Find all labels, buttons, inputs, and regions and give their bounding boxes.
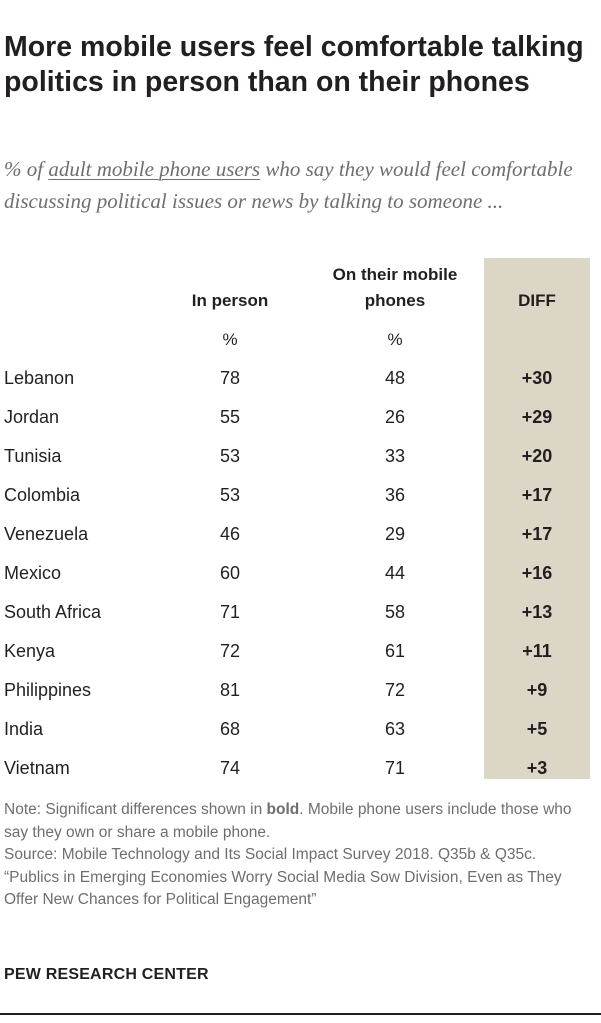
table-row: Mexico 60 44 +16	[0, 554, 601, 593]
mobile-phones-value: 29	[384, 524, 406, 544]
chart-title: More mobile users feel comfortable talki…	[4, 31, 584, 98]
diff-value: +29	[521, 407, 553, 427]
in-person-value: 55	[219, 407, 241, 427]
country-label: Venezuela	[4, 524, 89, 544]
diff-value: +11	[522, 641, 552, 661]
country-label: Mexico	[4, 563, 62, 583]
note-bold-word: bold	[266, 801, 300, 818]
chart-subtitle: % of adult mobile phone users who say th…	[4, 153, 594, 217]
in-person-value: 71	[219, 602, 241, 622]
in-person-value: 46	[219, 524, 241, 544]
in-person-value: 81	[219, 680, 241, 700]
in-person-value: 78	[219, 368, 241, 388]
table-row: Kenya 72 61 +11	[0, 632, 601, 671]
mobile-phones-value: 61	[384, 641, 406, 661]
diff-value: +3	[526, 758, 548, 778]
country-label: India	[4, 719, 44, 739]
country-label: South Africa	[4, 602, 102, 622]
table-row: Vietnam 74 71 +3	[0, 749, 601, 788]
chart-notes: Note: Significant differences shown in b…	[4, 799, 594, 912]
table-row: South Africa 71 58 +13	[0, 593, 601, 632]
diff-value: +13	[521, 602, 553, 622]
diff-value: +17	[521, 485, 553, 505]
in-person-value: 53	[219, 485, 241, 505]
in-person-value: 72	[219, 641, 241, 661]
diff-value: +30	[521, 368, 553, 388]
country-label: Tunisia	[4, 446, 62, 466]
subtitle-suffix: who say they would feel comfortable disc…	[4, 157, 573, 213]
country-label: Vietnam	[4, 758, 70, 778]
mobile-phones-value: 58	[384, 602, 406, 622]
in-person-value: 68	[219, 719, 241, 739]
in-person-value: 74	[219, 758, 241, 778]
diff-column-background	[484, 258, 590, 779]
mobile-phones-value: 48	[384, 368, 406, 388]
column-header-diff: DIFF	[518, 291, 556, 310]
in-person-value: 60	[219, 563, 241, 583]
subtitle-underlined: adult mobile phone users	[48, 157, 261, 181]
publisher-logo: PEW RESEARCH CENTER	[4, 966, 209, 983]
diff-value: +5	[526, 719, 548, 739]
table-row: Philippines 81 72 +9	[0, 671, 601, 710]
table-row: Jordan 55 26 +29	[0, 398, 601, 437]
country-label: Kenya	[4, 641, 56, 661]
mobile-phones-value: 33	[384, 446, 406, 466]
unit-label-in-person: %	[222, 330, 238, 349]
bottom-rule	[0, 1013, 601, 1015]
country-label: Philippines	[4, 680, 92, 700]
unit-label-mobile-phones: %	[387, 330, 403, 349]
in-person-value: 53	[219, 446, 241, 466]
column-header-in-person: In person	[191, 291, 269, 310]
source-text: Source: Mobile Technology and Its Social…	[4, 846, 537, 863]
mobile-phones-value: 36	[384, 485, 406, 505]
table-row: Venezuela 46 29 +17	[0, 515, 601, 554]
report-title: “Publics in Emerging Economies Worry Soc…	[4, 868, 562, 909]
country-label: Colombia	[4, 485, 81, 505]
mobile-phones-value: 63	[384, 719, 406, 739]
country-label: Lebanon	[4, 368, 75, 388]
table-row: India 68 63 +5	[0, 710, 601, 749]
note-text-prefix: Note: Significant differences shown in	[4, 801, 267, 818]
diff-value: +17	[521, 524, 553, 544]
mobile-phones-value: 26	[384, 407, 406, 427]
subtitle-prefix: % of	[4, 157, 49, 181]
table-row: Colombia 53 36 +17	[0, 476, 601, 515]
table-row: Tunisia 53 33 +20	[0, 437, 601, 476]
diff-value: +16	[521, 563, 553, 583]
country-label: Jordan	[4, 407, 60, 427]
table-row: Lebanon 78 48 +30	[0, 359, 601, 398]
mobile-phones-value: 71	[384, 758, 406, 778]
diff-value: +20	[521, 446, 553, 466]
mobile-phones-value: 72	[384, 680, 406, 700]
diff-value: +9	[526, 680, 548, 700]
column-header-mobile-phones: On their mobile phones	[332, 265, 458, 310]
note-text-suffix: . Mobile phone users include those who s…	[4, 801, 572, 841]
mobile-phones-value: 44	[384, 563, 406, 583]
